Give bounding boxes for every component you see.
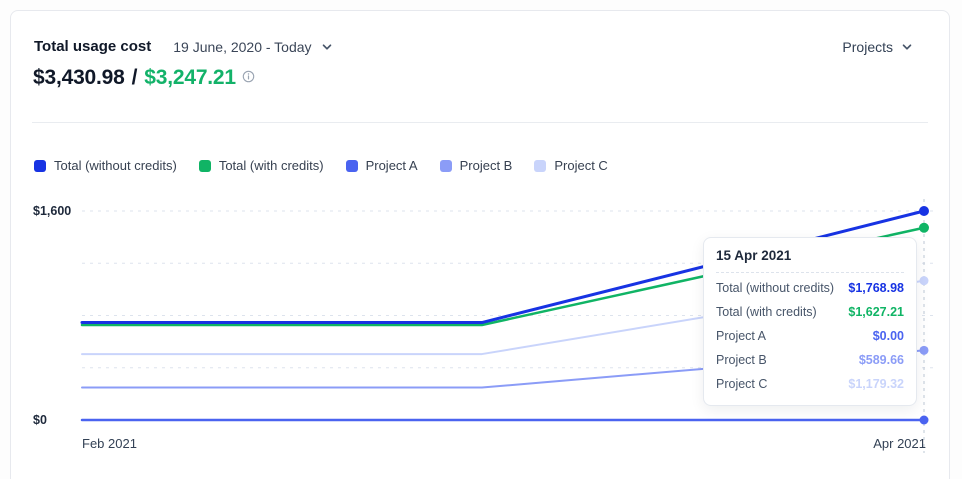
tooltip-row: Project C $1,179.32 (716, 372, 904, 396)
projects-dropdown-label: Projects (842, 38, 893, 55)
chevron-down-icon (901, 41, 913, 53)
chart-legend: Total (without credits) Total (with credi… (34, 158, 608, 173)
tooltip-row-value: $0.00 (872, 329, 904, 343)
y-axis-tick-bottom: $0 (33, 413, 47, 427)
amount-with-credits: $3,247.21 (144, 66, 236, 89)
amount-without-credits: $3,430.98 (33, 66, 125, 89)
legend-swatch-icon (198, 159, 211, 172)
card-header: Total usage cost 19 June, 2020 - Today P… (34, 38, 913, 55)
tooltip-date: 15 Apr 2021 (716, 248, 904, 273)
legend-item-project-a[interactable]: Project A (345, 158, 418, 173)
header-divider (32, 122, 928, 123)
legend-item-label: Total (without credits) (54, 158, 177, 173)
tooltip-row: Total (with credits) $1,627.21 (716, 300, 904, 324)
usage-cost-card: Total usage cost 19 June, 2020 - Today P… (10, 10, 950, 479)
y-axis-tick-top: $1,600 (33, 204, 72, 218)
legend-swatch-icon (34, 159, 46, 172)
tooltip-row: Total (without credits) $1,768.98 (716, 276, 904, 300)
x-axis-tick-right: Apr 2021 (873, 436, 926, 451)
end-dot-2 (919, 415, 929, 425)
legend-item-total-without-credits[interactable]: Total (without credits) (34, 158, 177, 173)
projects-dropdown[interactable]: Projects (842, 39, 913, 55)
info-icon[interactable] (242, 70, 255, 83)
legend-item-label: Project B (459, 158, 513, 173)
usage-amounts: $3,430.98 / $3,247.21 (33, 66, 255, 90)
date-range-label: 19 June, 2020 - Today (173, 38, 312, 55)
legend-item-project-c[interactable]: Project C (534, 158, 608, 173)
legend-item-label: Total (with credits) (218, 158, 324, 173)
tooltip-row: Project A $0.00 (716, 324, 904, 348)
legend-swatch-icon (534, 159, 547, 172)
date-range-selector[interactable]: 19 June, 2020 - Today (173, 39, 332, 55)
end-dot-0 (919, 206, 929, 216)
legend-item-label: Project C (554, 158, 608, 173)
legend-swatch-icon (345, 159, 358, 172)
amount-separator: / (131, 66, 138, 89)
tooltip-row-label: Total (with credits) (716, 305, 817, 319)
tooltip-row-value: $589.66 (858, 353, 904, 367)
legend-item-total-with-credits[interactable]: Total (with credits) (198, 158, 324, 173)
end-dot-4 (919, 276, 929, 286)
tooltip-row-value: $1,768.98 (848, 281, 904, 295)
tooltip-row-label: Project A (716, 329, 767, 343)
chart-tooltip: 15 Apr 2021 Total (without credits) $1,76… (703, 237, 917, 406)
legend-swatch-icon (439, 159, 452, 172)
tooltip-row-label: Project C (716, 377, 768, 391)
tooltip-row-label: Total (without credits) (716, 281, 835, 295)
x-axis-tick-left: Feb 2021 (82, 436, 137, 451)
tooltip-row-value: $1,179.32 (848, 377, 904, 391)
chevron-down-icon (321, 41, 333, 53)
legend-item-project-b[interactable]: Project B (439, 158, 513, 173)
end-dot-3 (919, 345, 929, 355)
tooltip-row-label: Project B (716, 353, 767, 367)
tooltip-rows: Total (without credits) $1,768.98 Total (w… (716, 273, 904, 396)
page-title: Total usage cost (34, 38, 152, 55)
legend-item-label: Project A (365, 158, 418, 173)
tooltip-row: Project B $589.66 (716, 348, 904, 372)
end-dot-1 (919, 222, 929, 233)
usage-cost-chart[interactable]: $1,600 $0 Feb 2021 Apr 2021 15 Apr 2021 … (11, 11, 949, 479)
tooltip-row-value: $1,627.21 (848, 305, 904, 319)
